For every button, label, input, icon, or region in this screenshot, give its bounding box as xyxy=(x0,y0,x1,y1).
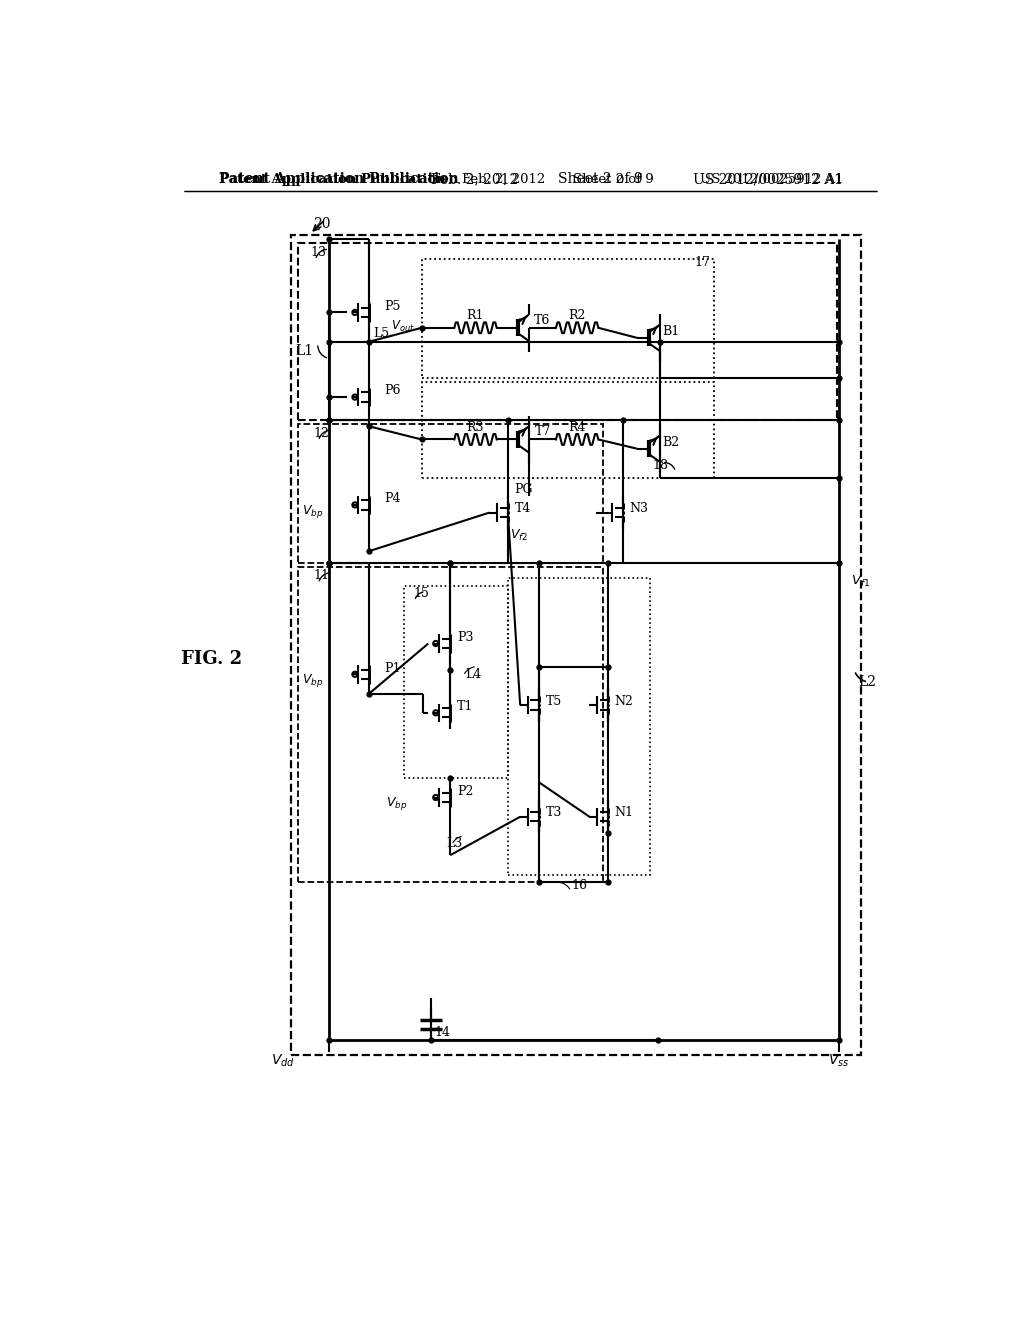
Text: N3: N3 xyxy=(630,502,648,515)
Bar xyxy=(422,381,714,478)
Text: $V_{f1}$: $V_{f1}$ xyxy=(851,574,869,590)
Text: B2: B2 xyxy=(663,436,680,449)
Text: Feb. 2, 2012: Feb. 2, 2012 xyxy=(462,173,545,186)
Text: L3: L3 xyxy=(446,837,463,850)
Text: Patent Application Publication: Patent Application Publication xyxy=(219,173,445,186)
Text: 12: 12 xyxy=(313,426,330,440)
Text: P5: P5 xyxy=(385,300,401,313)
Bar xyxy=(298,566,602,882)
Text: $V_{ss}$: $V_{ss}$ xyxy=(828,1052,850,1069)
Text: T6: T6 xyxy=(535,314,551,326)
Text: $V_{bp}$: $V_{bp}$ xyxy=(302,672,323,689)
Text: 13: 13 xyxy=(310,246,326,259)
Text: 18: 18 xyxy=(652,459,669,473)
Text: 16: 16 xyxy=(571,879,587,892)
Text: T3: T3 xyxy=(546,807,562,820)
Text: L2: L2 xyxy=(858,675,877,689)
Text: Feb. 2, 2012: Feb. 2, 2012 xyxy=(431,172,518,186)
Bar xyxy=(298,243,838,420)
Bar xyxy=(298,424,602,562)
Text: PG: PG xyxy=(514,483,532,496)
Text: $V_{bp}$: $V_{bp}$ xyxy=(302,503,323,520)
Text: R3: R3 xyxy=(467,421,484,434)
Text: 17: 17 xyxy=(694,256,711,269)
Text: P6: P6 xyxy=(385,384,401,397)
Bar xyxy=(291,235,860,1056)
Text: Patent Application Publication: Patent Application Publication xyxy=(219,172,459,186)
Text: P2: P2 xyxy=(458,785,474,797)
Text: T1: T1 xyxy=(458,700,474,713)
Text: L4: L4 xyxy=(466,668,481,681)
Text: T7: T7 xyxy=(535,425,551,438)
Text: Sheet 2 of 9: Sheet 2 of 9 xyxy=(558,172,642,186)
Text: 15: 15 xyxy=(413,587,429,601)
Text: $V_{f2}$: $V_{f2}$ xyxy=(510,528,528,544)
Text: B1: B1 xyxy=(663,325,680,338)
Text: N1: N1 xyxy=(613,807,633,820)
Text: L1: L1 xyxy=(295,345,313,358)
Text: P3: P3 xyxy=(458,631,474,644)
Text: R1: R1 xyxy=(467,309,484,322)
Text: Sheet 2 of 9: Sheet 2 of 9 xyxy=(573,173,654,186)
Text: R2: R2 xyxy=(568,309,586,322)
Bar xyxy=(508,578,650,875)
Bar xyxy=(422,259,714,378)
Text: P1: P1 xyxy=(385,661,401,675)
Text: US 2012/0025912 A1: US 2012/0025912 A1 xyxy=(700,173,844,186)
Text: 14: 14 xyxy=(435,1026,451,1039)
Text: N2: N2 xyxy=(614,694,633,708)
Text: FIG. 2: FIG. 2 xyxy=(181,649,242,668)
Text: $V_{out}$: $V_{out}$ xyxy=(391,318,415,334)
Text: US 2012/0025912 A1: US 2012/0025912 A1 xyxy=(692,172,843,186)
Text: P4: P4 xyxy=(385,492,401,506)
Text: $V_{bp}$: $V_{bp}$ xyxy=(386,795,408,812)
Text: 20: 20 xyxy=(313,216,331,231)
Text: R4: R4 xyxy=(568,421,586,434)
Text: T4: T4 xyxy=(515,502,531,515)
Text: $V_{dd}$: $V_{dd}$ xyxy=(271,1052,295,1069)
Text: T5: T5 xyxy=(546,694,562,708)
Text: L5: L5 xyxy=(373,327,389,341)
Text: 11: 11 xyxy=(313,569,330,582)
Bar xyxy=(403,586,508,779)
